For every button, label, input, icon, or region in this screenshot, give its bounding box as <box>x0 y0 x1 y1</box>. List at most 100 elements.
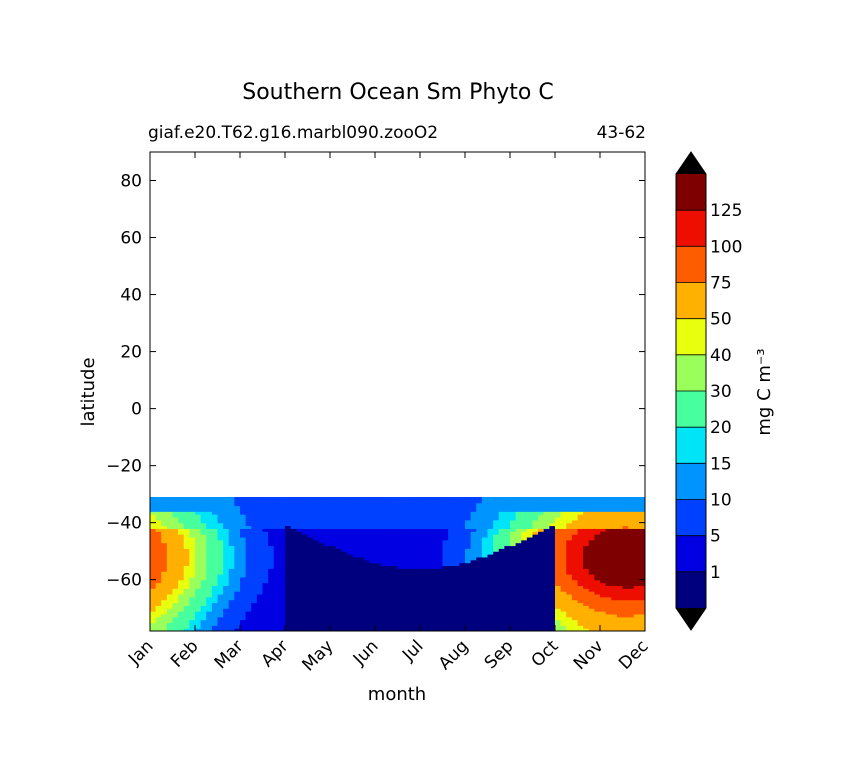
heatmap-cell <box>369 622 376 626</box>
heatmap-cell <box>330 505 337 509</box>
heatmap-cell <box>600 499 607 504</box>
heatmap-cell <box>414 545 421 549</box>
heatmap-cell <box>290 496 297 501</box>
heatmap-cell <box>251 613 258 618</box>
heatmap-cell <box>633 499 640 504</box>
heatmap-cell <box>594 562 601 567</box>
heatmap-cell <box>296 548 303 552</box>
heatmap-cell <box>290 608 297 612</box>
heatmap-cell <box>476 588 483 592</box>
heatmap-cell <box>622 502 629 507</box>
heatmap-cell <box>459 508 466 512</box>
heatmap-cell <box>493 611 500 615</box>
heatmap-cell <box>273 568 280 572</box>
heatmap-cell <box>616 628 624 631</box>
heatmap-cell <box>234 525 241 529</box>
heatmap-cell <box>431 496 438 501</box>
heatmap-cell <box>178 585 185 589</box>
heatmap-cell <box>296 539 303 544</box>
heatmap-cell <box>493 562 500 567</box>
heatmap-cell <box>408 576 415 581</box>
heatmap-cell <box>543 568 550 572</box>
heatmap-cell <box>273 514 280 518</box>
heatmap-cell <box>605 565 612 569</box>
heatmap-cell <box>459 608 466 612</box>
heatmap-cell <box>420 593 427 598</box>
heatmap-cell <box>420 628 427 631</box>
heatmap-cell <box>639 571 645 575</box>
heatmap-cell <box>543 613 550 618</box>
heatmap-cell <box>240 496 247 501</box>
heatmap-cell <box>397 565 404 569</box>
heatmap-cell <box>622 573 629 578</box>
heatmap-cell <box>526 585 534 589</box>
heatmap-cell <box>363 622 370 626</box>
heatmap-cell <box>566 545 573 549</box>
heatmap-cell <box>178 562 185 567</box>
heatmap-cell <box>611 619 618 624</box>
heatmap-cell <box>555 608 562 612</box>
heatmap-cell <box>622 608 629 612</box>
heatmap-cell <box>498 596 505 601</box>
heatmap-cell <box>453 588 460 592</box>
heatmap-cell <box>161 508 168 512</box>
heatmap-cell <box>217 505 224 509</box>
heatmap-cell <box>330 565 337 569</box>
heatmap-cell <box>172 625 179 629</box>
heatmap-cell <box>459 559 466 564</box>
heatmap-cell <box>594 622 601 626</box>
heatmap-cell <box>633 625 640 629</box>
heatmap-cell <box>600 611 607 615</box>
heatmap-cell <box>391 571 399 575</box>
heatmap-cell <box>594 554 601 558</box>
heatmap-cell <box>183 591 190 595</box>
heatmap-cell <box>504 602 511 606</box>
heatmap-cell <box>166 611 174 615</box>
heatmap-cell <box>256 511 264 515</box>
heatmap-cell <box>262 579 269 584</box>
heatmap-cell <box>318 528 325 532</box>
heatmap-cell <box>172 565 179 569</box>
heatmap-cell <box>408 508 415 512</box>
heatmap-cell <box>442 531 449 535</box>
heatmap-cell <box>262 593 269 598</box>
heatmap-cell <box>234 593 241 598</box>
heatmap-cell <box>588 616 595 621</box>
colorbar-segment <box>676 210 706 247</box>
heatmap-cell <box>510 522 517 527</box>
heatmap-cell <box>498 551 505 555</box>
heatmap-cell <box>268 508 275 512</box>
heatmap-cell <box>245 528 252 532</box>
heatmap-cell <box>183 499 190 504</box>
heatmap-cell <box>588 591 595 595</box>
heatmap-cell <box>605 611 612 615</box>
heatmap-cell <box>245 516 252 521</box>
heatmap-cell <box>341 588 348 592</box>
heatmap-cell <box>510 568 517 572</box>
heatmap-cell <box>346 545 354 549</box>
heatmap-cell <box>375 502 382 507</box>
heatmap-cell <box>420 571 427 575</box>
heatmap-cell <box>375 496 382 501</box>
heatmap-cell <box>335 551 342 555</box>
heatmap-cell <box>195 496 202 501</box>
heatmap-cell <box>397 559 404 564</box>
heatmap-cell <box>223 556 230 561</box>
heatmap-cell <box>307 508 314 512</box>
heatmap-cell <box>358 556 365 561</box>
heatmap-cell <box>639 602 645 606</box>
heatmap-cell <box>633 593 640 598</box>
heatmap-cell <box>403 499 410 504</box>
heatmap-cell <box>318 556 325 561</box>
heatmap-cell <box>459 528 466 532</box>
heatmap-cell <box>549 565 556 569</box>
heatmap-cell <box>633 534 640 538</box>
heatmap-cell <box>206 539 213 544</box>
heatmap-cell <box>223 611 230 615</box>
heatmap-cell <box>189 499 196 504</box>
heatmap-cell <box>560 534 567 538</box>
heatmap-cell <box>285 542 292 547</box>
heatmap-cell <box>498 591 505 595</box>
heatmap-cell <box>555 536 562 541</box>
heatmap-cell <box>628 591 635 595</box>
